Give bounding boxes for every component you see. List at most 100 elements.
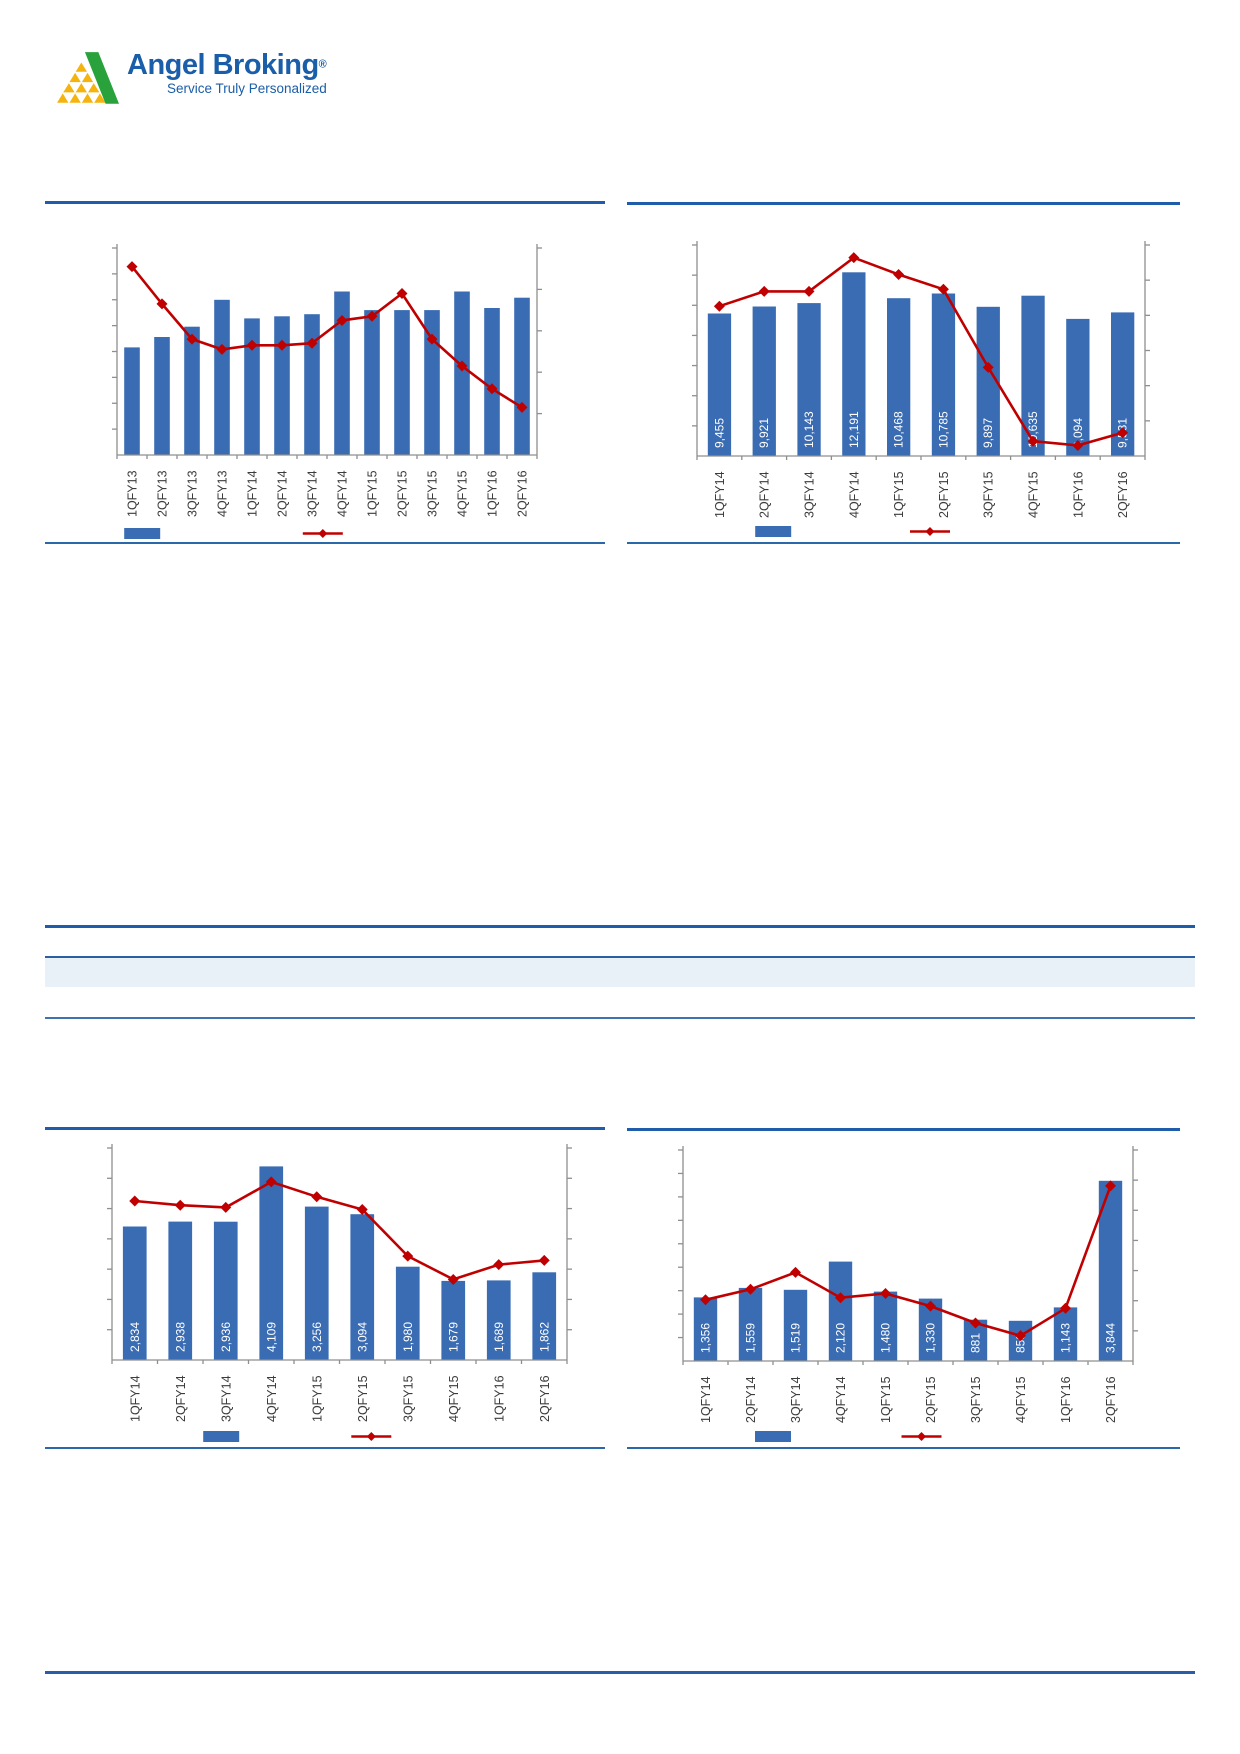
bar bbox=[828, 1261, 853, 1361]
diamond-marker-icon bbox=[538, 1254, 550, 1266]
diamond-marker-icon bbox=[216, 343, 228, 355]
x-tick-label: 2QFY15 bbox=[356, 1375, 370, 1422]
x-tick-label: 1QFY14 bbox=[713, 471, 727, 518]
bar-value-label: 1,480 bbox=[879, 1323, 893, 1353]
x-tick-label: 2QFY16 bbox=[538, 1375, 552, 1422]
x-tick-label: 4QFY15 bbox=[1027, 471, 1041, 518]
bar bbox=[783, 1289, 808, 1361]
bar bbox=[214, 299, 230, 456]
bar-value-label: 10,468 bbox=[892, 411, 906, 448]
bar-value-labels: 1,356 1,559 1,519 2,120 1,480 1,330 881 858 1,14… bbox=[699, 1323, 1118, 1353]
bar-value-label: 10,785 bbox=[936, 411, 950, 448]
diamond-marker-icon bbox=[447, 1273, 459, 1285]
bar bbox=[122, 1226, 147, 1360]
bar bbox=[304, 1206, 329, 1360]
bar-value-label: 2,938 bbox=[173, 1322, 187, 1352]
bar bbox=[1066, 318, 1090, 456]
legend-bar-swatch bbox=[124, 528, 161, 539]
table-bottom-rule bbox=[45, 1017, 1195, 1019]
bar-value-label: 1,559 bbox=[744, 1323, 758, 1353]
x-tick-label: 1QFY15 bbox=[366, 470, 380, 517]
axes bbox=[112, 244, 542, 459]
diamond-marker-icon bbox=[790, 1266, 801, 1278]
bar bbox=[454, 291, 470, 455]
x-tick-label: 3QFY15 bbox=[426, 470, 440, 517]
bar-value-label: 12,191 bbox=[847, 411, 861, 448]
bar bbox=[873, 1291, 898, 1361]
diamond-marker-icon bbox=[426, 333, 438, 345]
diamond-marker-icon bbox=[1015, 1330, 1026, 1342]
bar bbox=[259, 1166, 284, 1360]
x-tick-labels: 1QFY14 2QFY14 3QFY14 4QFY14 1QFY15 2QFY15 3QFY… bbox=[128, 1375, 552, 1422]
diamond-marker-icon bbox=[1072, 439, 1084, 451]
diamond-marker-icon bbox=[336, 314, 348, 326]
diamond-marker-icon bbox=[126, 261, 138, 273]
diamond-marker-icon bbox=[803, 285, 815, 297]
bar-value-label: 3,844 bbox=[1104, 1323, 1118, 1353]
diamond-marker-icon bbox=[129, 1195, 141, 1207]
logo-text: Angel Broking® Service Truly Personalize… bbox=[127, 50, 327, 97]
bar bbox=[395, 1266, 420, 1360]
chart-top-left: 1QFY13 2QFY13 3QFY13 4QFY13 1QFY14 2QFY14 3QFY… bbox=[45, 201, 605, 544]
x-tick-label: 3QFY14 bbox=[219, 1375, 233, 1422]
bar-value-label: 2,834 bbox=[128, 1322, 142, 1352]
bar-value-label: 10,635 bbox=[1026, 411, 1040, 448]
x-tick-labels: 1QFY14 2QFY14 3QFY14 4QFY14 1QFY15 2QFY15 3QFY… bbox=[713, 471, 1130, 518]
bar bbox=[274, 316, 290, 455]
bar-series bbox=[124, 291, 530, 456]
diamond-marker-icon bbox=[174, 1199, 186, 1211]
bar-value-label: 1,356 bbox=[699, 1323, 713, 1353]
diamond-marker-icon bbox=[246, 339, 258, 351]
x-tick-label: 4QFY15 bbox=[447, 1375, 461, 1422]
trend-line bbox=[705, 1185, 1112, 1338]
x-tick-label: 4QFY14 bbox=[834, 1376, 848, 1423]
diamond-marker-icon bbox=[276, 339, 288, 351]
diamond-marker-icon bbox=[486, 383, 498, 395]
bar-value-label: 1,519 bbox=[789, 1323, 803, 1353]
bar bbox=[1111, 312, 1135, 456]
bar bbox=[693, 1297, 718, 1361]
diamond-marker-icon bbox=[186, 333, 198, 345]
x-tick-label: 1QFY13 bbox=[126, 470, 140, 517]
bar bbox=[168, 1221, 193, 1360]
chart-top-right: 9,455 9,921 10,143 12,191 10,468 10,785 9,897 1… bbox=[627, 202, 1180, 544]
diamond-marker-icon bbox=[1027, 435, 1039, 447]
legend-diamond-icon bbox=[318, 529, 328, 538]
x-tick-label: 1QFY14 bbox=[246, 470, 260, 517]
diamond-marker-icon bbox=[982, 361, 994, 373]
bar bbox=[484, 308, 500, 455]
diamond-marker-icon bbox=[713, 300, 725, 312]
table-header-top-rule bbox=[45, 956, 1195, 958]
x-tick-label: 1QFY16 bbox=[492, 1375, 506, 1422]
legend-bar-swatch bbox=[755, 1431, 791, 1442]
diamond-marker-icon bbox=[745, 1283, 756, 1295]
bar bbox=[707, 313, 732, 456]
x-tick-label: 2QFY15 bbox=[924, 1376, 938, 1423]
bar-value-label: 3,256 bbox=[310, 1322, 324, 1352]
bar bbox=[976, 306, 1000, 456]
bar bbox=[350, 1214, 375, 1360]
diamond-marker-icon bbox=[1105, 1180, 1116, 1192]
bar bbox=[931, 293, 956, 456]
diamond-marker-icon bbox=[516, 401, 528, 413]
x-tick-label: 4QFY14 bbox=[336, 470, 350, 517]
x-tick-labels: 1QFY14 2QFY14 3QFY14 4QFY14 1QFY15 2QFY15 3QFY… bbox=[699, 1376, 1118, 1423]
chart-bottom-left: 2,834 2,938 2,936 4,109 3,256 3,094 1,980 1,679… bbox=[45, 1127, 605, 1449]
bar-series bbox=[693, 1180, 1123, 1361]
x-tick-label: 2QFY14 bbox=[744, 1376, 758, 1423]
x-tick-label: 2QFY15 bbox=[937, 471, 951, 518]
bar bbox=[394, 310, 410, 455]
x-tick-label: 2QFY15 bbox=[396, 470, 410, 517]
table-header-band bbox=[45, 958, 1195, 987]
bar-value-label: 4,109 bbox=[264, 1322, 278, 1352]
bar-value-label: 9,897 bbox=[981, 418, 995, 448]
bar bbox=[124, 347, 140, 455]
logo-tagline: Service Truly Personalized bbox=[166, 81, 327, 97]
bar-value-labels: 2,834 2,938 2,936 4,109 3,256 3,094 1,980 1,679… bbox=[128, 1322, 552, 1352]
bar bbox=[514, 297, 530, 455]
combo-chart-canvas: 2,834 2,938 2,936 4,109 3,256 3,094 1,980 1,679… bbox=[107, 1144, 572, 1442]
bar bbox=[532, 1272, 557, 1360]
x-tick-label: 1QFY15 bbox=[879, 1376, 893, 1423]
diamond-marker-icon bbox=[700, 1294, 711, 1306]
bar-value-labels: 9,455 9,921 10,143 12,191 10,468 10,785 9,897 1… bbox=[712, 411, 1129, 448]
